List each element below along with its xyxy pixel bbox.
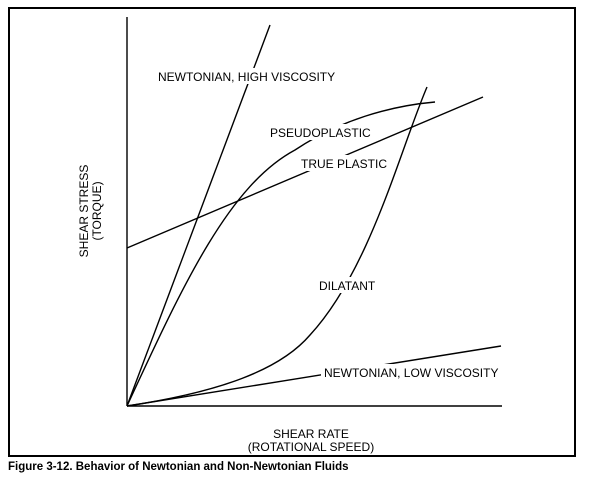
- x-axis-label-line2: (ROTATIONAL SPEED): [248, 440, 374, 454]
- label-newtonian-low-text: NEWTONIAN, LOW VISCOSITY: [324, 366, 498, 380]
- y-axis-label-line1: SHEAR STRESS: [77, 165, 91, 258]
- label-pseudoplastic: PSEUDOPLASTIC: [268, 124, 380, 140]
- x-axis-label-line1: SHEAR RATE: [273, 427, 349, 441]
- label-newtonian-high-text: NEWTONIAN, HIGH VISCOSITY: [158, 70, 335, 84]
- newtonian-high-viscosity-line: [126, 24, 271, 407]
- y-axis-label-line2: (TORQUE): [90, 181, 104, 240]
- pseudoplastic-curve: [126, 101, 436, 407]
- label-dilatant: DILATANT: [317, 277, 383, 293]
- label-pseudoplastic-text: PSEUDOPLASTIC: [270, 126, 371, 140]
- true-plastic-line: [126, 96, 484, 249]
- label-dilatant-text: DILATANT: [319, 279, 376, 293]
- dilatant-curve: [126, 86, 428, 407]
- newtonian-low-viscosity-line: [126, 345, 502, 407]
- label-true-plastic-text: TRUE PLASTIC: [301, 157, 387, 171]
- label-newtonian-low: NEWTONIAN, LOW VISCOSITY: [321, 364, 513, 380]
- figure-caption: Figure 3-12. Behavior of Newtonian and N…: [8, 461, 349, 473]
- label-newtonian-high: NEWTONIAN, HIGH VISCOSITY: [156, 68, 352, 84]
- label-true-plastic: TRUE PLASTIC: [299, 155, 395, 171]
